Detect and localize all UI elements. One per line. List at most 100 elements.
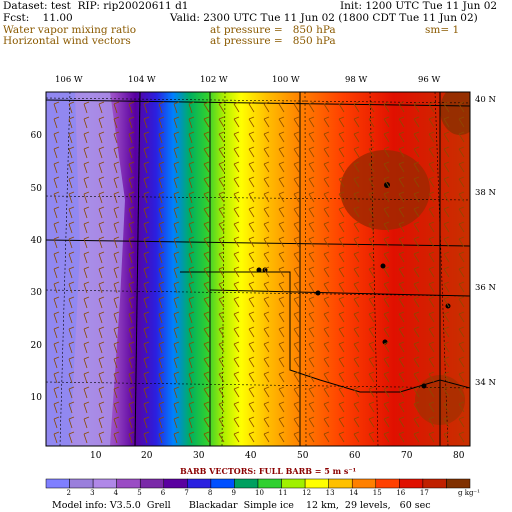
wind-barb (113, 131, 120, 144)
wind-barb (158, 101, 165, 114)
colorbar-label: 3 (90, 489, 95, 497)
wind-barb (353, 236, 360, 248)
wind-barb (128, 191, 135, 204)
wind-barb (458, 116, 465, 128)
wind-barb (68, 326, 75, 339)
wind-barb (128, 116, 135, 129)
wind-barb (338, 146, 345, 158)
wind-barb (368, 401, 375, 413)
wind-barb (443, 371, 450, 383)
colorbar-swatch (422, 478, 447, 489)
wind-barb (383, 281, 390, 293)
wind-barb (158, 371, 165, 384)
wind-barb (83, 116, 90, 129)
wind-barb (98, 236, 105, 249)
wind-barb (278, 251, 285, 263)
wind-barb (83, 266, 90, 279)
x-tick-label: 40 (245, 451, 257, 461)
wind-barb (413, 251, 420, 263)
lon-label: 98 W (345, 75, 368, 85)
wind-barb (203, 356, 210, 368)
wind-barb (308, 371, 315, 383)
wind-barb (398, 176, 405, 188)
wind-barb (83, 101, 90, 114)
wind-barb (248, 386, 255, 398)
wind-barb (128, 101, 135, 114)
wind-barb (173, 176, 180, 189)
wind-barb (263, 281, 270, 293)
wind-barb (353, 206, 360, 218)
wind-barb (323, 431, 330, 443)
wind-barb (143, 416, 150, 429)
wind-barb (113, 191, 120, 204)
wind-barb (383, 251, 390, 263)
wind-barb (353, 416, 360, 428)
colorbar-label: 14 (349, 489, 359, 497)
wind-barb (308, 161, 315, 173)
wind-barb (143, 386, 150, 399)
wind-barb (428, 176, 435, 188)
wind-barb (188, 356, 195, 369)
colorbar-swatch (116, 478, 141, 489)
wind-barb (83, 386, 90, 399)
wind-barb (98, 311, 105, 324)
wind-barb (83, 401, 90, 414)
wind-barb (278, 311, 285, 323)
wind-barb (308, 416, 315, 428)
wind-barb (248, 251, 255, 263)
wind-barb (398, 266, 405, 278)
wind-barb (323, 146, 330, 158)
colorbar-swatch (45, 478, 70, 489)
wind-barb (413, 416, 420, 428)
wind-barb (218, 401, 225, 413)
wind-barb (53, 161, 60, 174)
wind-barb (113, 161, 120, 174)
wind-barb (53, 326, 60, 339)
wind-barb (428, 236, 435, 248)
wind-barb (68, 116, 75, 129)
wind-barb (278, 296, 285, 308)
wind-barb (98, 191, 105, 204)
wind-barb (428, 401, 435, 413)
wind-barb (233, 206, 240, 218)
wind-barb (218, 191, 225, 203)
wind-barb (188, 281, 195, 294)
wind-barb (428, 416, 435, 428)
colorbar-swatch (163, 478, 188, 489)
wind-barb (353, 161, 360, 173)
wind-barb (173, 266, 180, 279)
wind-barb (323, 236, 330, 248)
wind-barb (98, 161, 105, 174)
wind-barb (458, 386, 465, 398)
field1-name: Water vapor mixing ratio (3, 24, 137, 36)
wind-barb (188, 251, 195, 264)
wind-barb (323, 206, 330, 218)
wind-barb (353, 131, 360, 143)
wind-barb (68, 131, 75, 144)
wind-barb (383, 326, 390, 338)
forecast-hour-label: Fcst: 11.00 (3, 12, 73, 24)
wind-barb (53, 191, 60, 204)
wind-barb (413, 146, 420, 158)
wind-barb (368, 431, 375, 443)
wind-barb (278, 431, 285, 443)
wind-barb (338, 176, 345, 188)
wind-barb (143, 326, 150, 339)
wind-barb (203, 251, 210, 263)
wind-barb (338, 251, 345, 263)
wind-barb (458, 236, 465, 248)
wind-barb (98, 221, 105, 234)
wind-barb (68, 281, 75, 294)
wind-barb (233, 161, 240, 173)
wind-barb (203, 281, 210, 293)
wind-barb (128, 206, 135, 219)
wind-barb (308, 251, 315, 263)
wind-barb (428, 251, 435, 263)
wind-barb (248, 281, 255, 293)
wind-barb (368, 341, 375, 353)
wind-barb (278, 206, 285, 218)
wind-barb (53, 146, 60, 159)
wind-barb (158, 146, 165, 159)
wind-barb (158, 281, 165, 294)
wind-barb (248, 416, 255, 428)
